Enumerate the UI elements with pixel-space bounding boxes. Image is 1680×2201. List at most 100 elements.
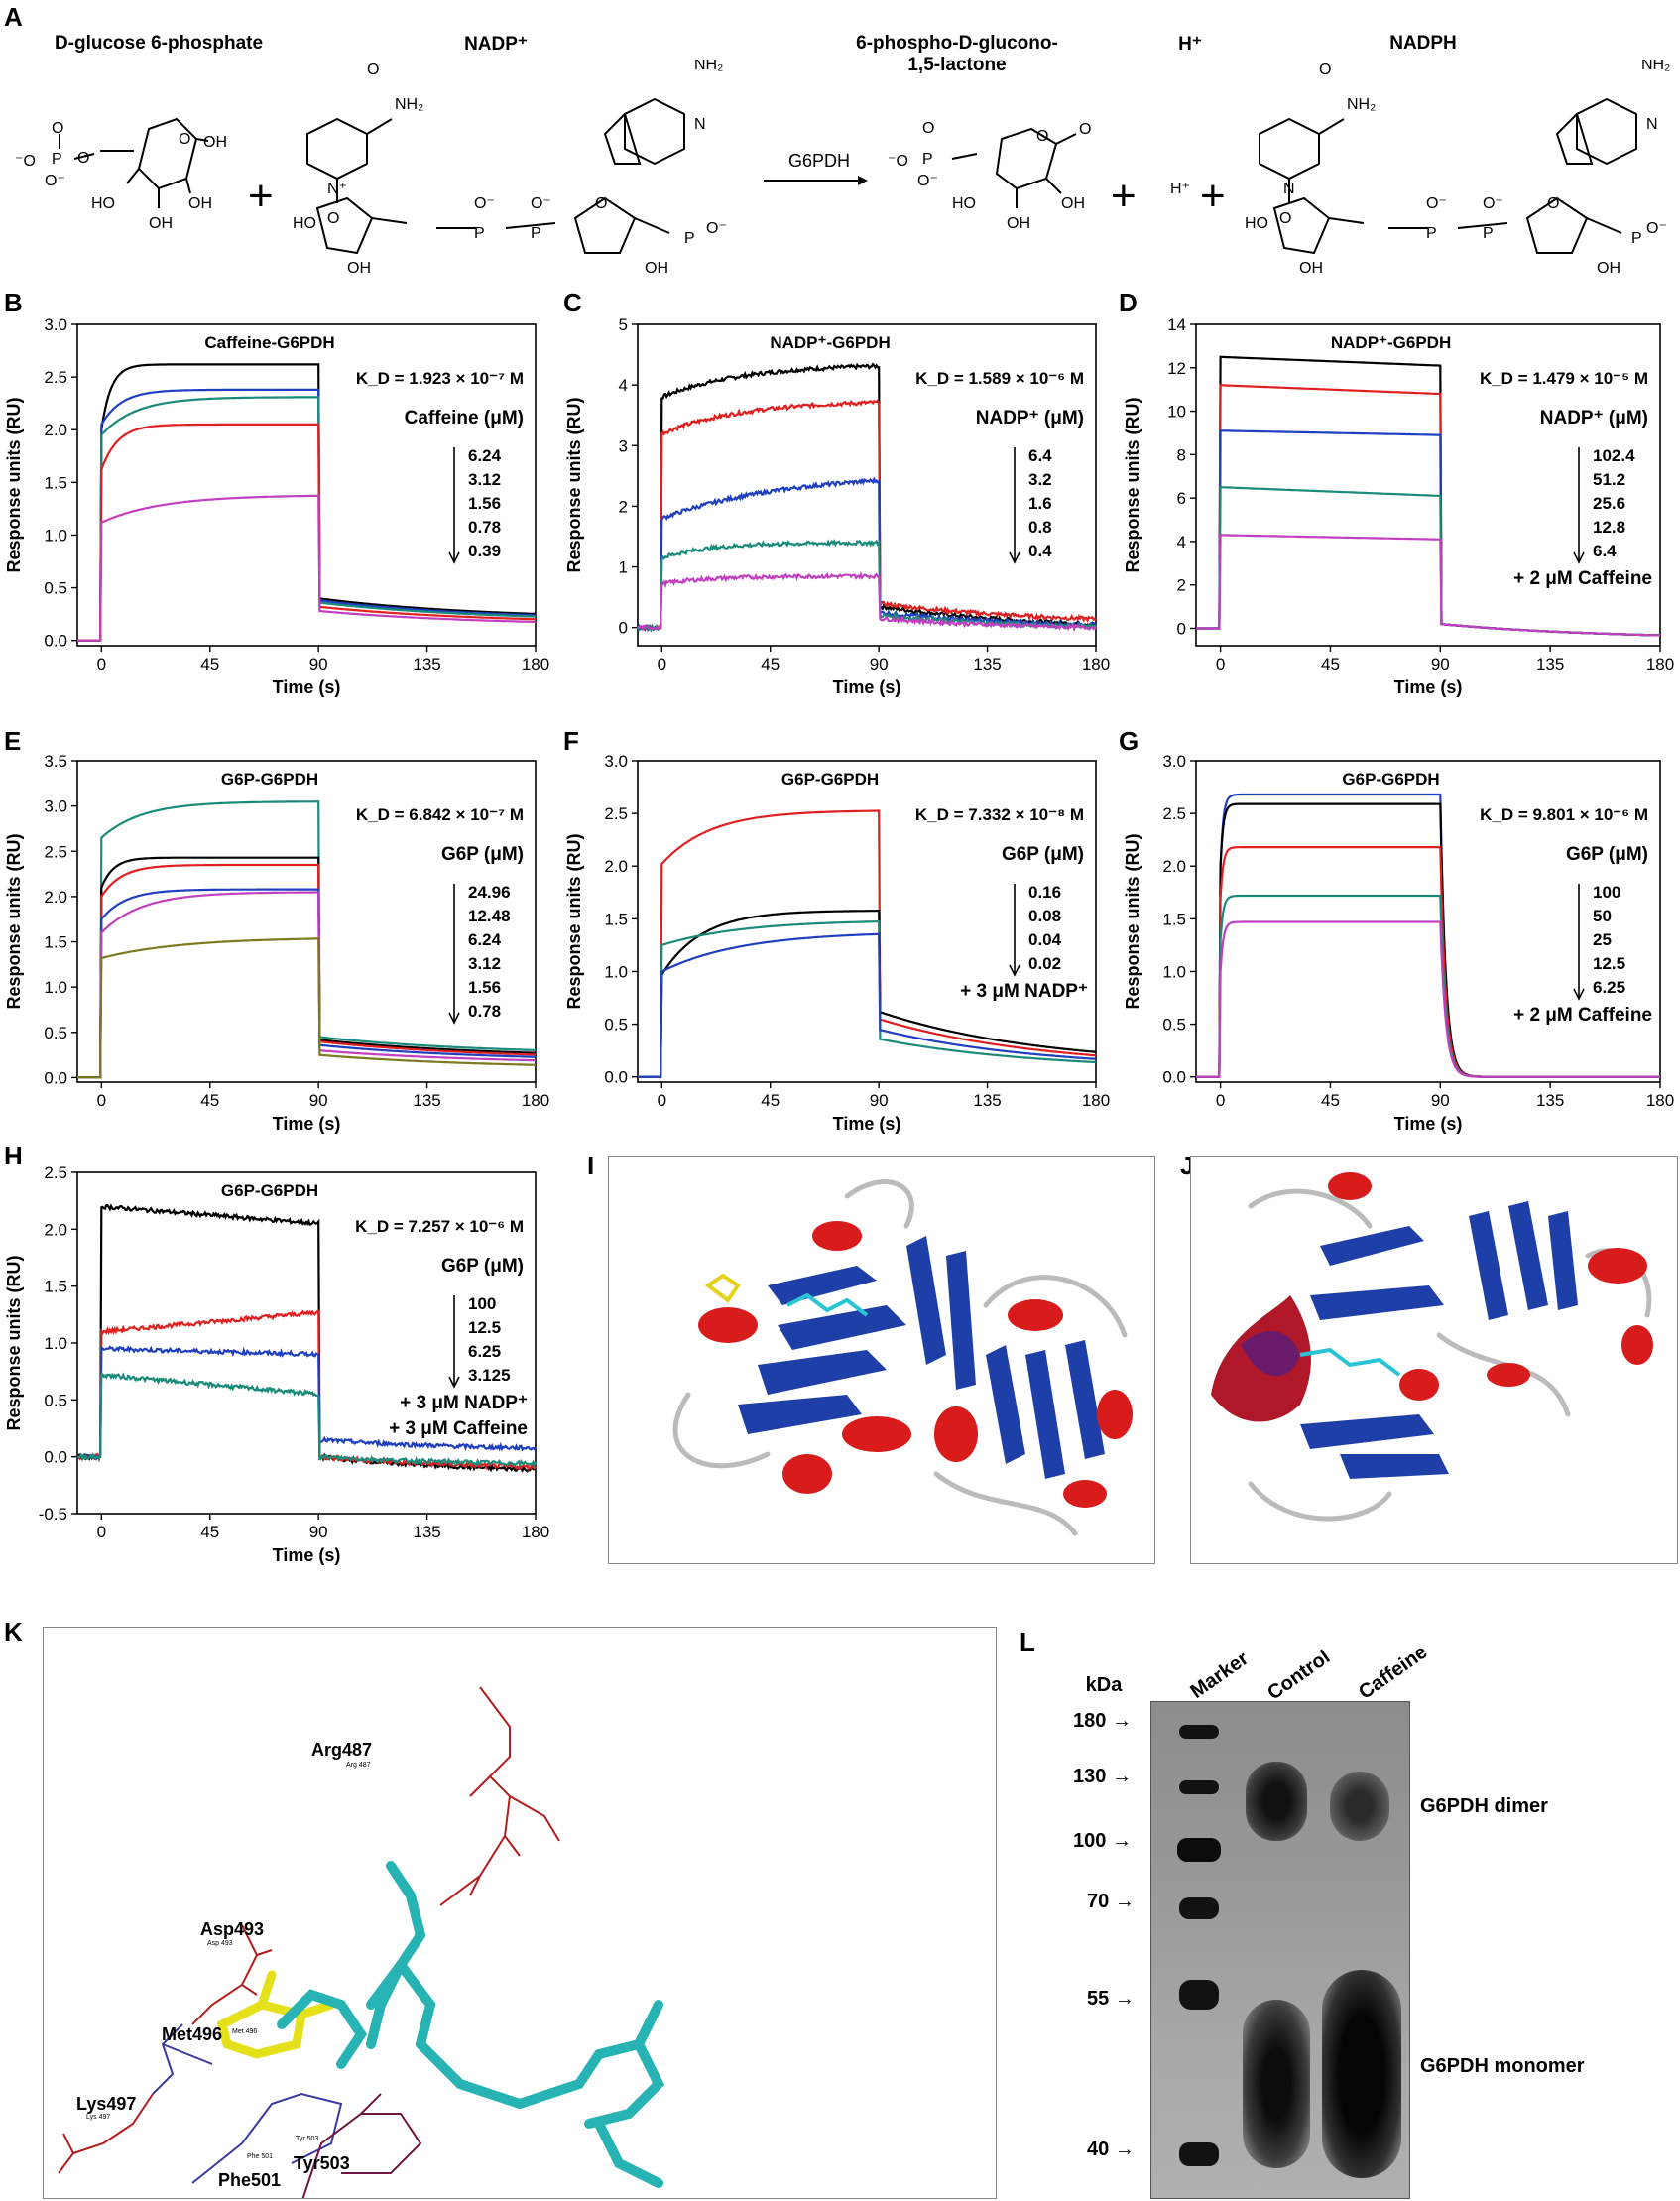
- nadp-o-amide: O: [367, 61, 379, 78]
- panel-letter-d: D: [1119, 288, 1138, 317]
- gel-kda-label: kDa: [1085, 1674, 1123, 1696]
- panel-letter-b: B: [4, 288, 23, 317]
- met496-sticks: [152, 2023, 213, 2095]
- concentration-label: 6.4: [1028, 446, 1052, 465]
- x-tick-label: 135: [413, 1523, 440, 1541]
- concentration-label: 100: [1593, 883, 1620, 902]
- x-tick-label: 0: [97, 655, 106, 673]
- concentration-label: 3.12: [468, 470, 501, 489]
- lactone-o-minus-2: O⁻: [917, 173, 938, 189]
- nadp-nh2-amide: NH₂: [395, 96, 423, 113]
- y-tick-label: 6: [1177, 489, 1186, 508]
- gel-lane-caffeine: Caffeine: [1355, 1641, 1432, 1704]
- nadp-structure: [306, 97, 685, 255]
- nadph-o-minus-2: O⁻: [1483, 195, 1503, 212]
- x-tick-label: 180: [522, 655, 549, 673]
- nadph-p-1: P: [1426, 225, 1437, 242]
- residue-arg487: Arg487: [311, 1740, 373, 1760]
- lactone-structure: [951, 127, 1077, 208]
- control-dimer-band: [1246, 1762, 1307, 1841]
- nadp-p-3: P: [684, 230, 695, 247]
- concentration-label: 24.96: [468, 883, 511, 902]
- y-tick-label: 0: [1177, 619, 1186, 638]
- nadp-adenine-n: N: [694, 116, 706, 133]
- concentration-label: 6.25: [468, 1342, 501, 1361]
- legend-title: G6P (μM): [1566, 844, 1648, 865]
- y-tick-label: 2: [1177, 576, 1186, 595]
- panel-letter-k: K: [4, 1617, 23, 1647]
- concentration-label: 51.2: [1593, 470, 1625, 489]
- panel-letter-g: G: [1119, 726, 1140, 756]
- chart-title: G6P-G6PDH: [781, 770, 879, 789]
- concentration-arrowhead: [448, 1012, 460, 1025]
- sensorgram-series-5: [1196, 920, 1660, 1078]
- y-tick-label: 2.0: [44, 1220, 67, 1239]
- condition-label: + 2 μM Caffeine: [1513, 1005, 1652, 1026]
- panel-letter-i: I: [587, 1151, 595, 1180]
- nadph-n: N: [1283, 181, 1295, 197]
- chart-nadp-g6pdh-caffeine-d: 0 45 90 135 180 0 2 4 6 8 10 12 14 Time (s) Response u…: [1123, 315, 1674, 697]
- sensorgram-series-2: [76, 1309, 537, 1471]
- chart-g6p-g6pdh-e: 0 45 90 135 180 0.0 0.5 1.0 1.5 2.0 2.5 3.0 3.5 Time …: [4, 752, 549, 1134]
- y-tick-label: 2.5: [44, 368, 67, 387]
- concentration-arrowhead: [448, 1376, 460, 1389]
- condition-label: + 3 μM NADP⁺: [960, 981, 1088, 1002]
- g6p-ho: HO: [91, 195, 115, 212]
- x-tick-label: 180: [1082, 655, 1110, 673]
- nadph-adenine-nh2: NH₂: [1641, 60, 1670, 73]
- nadp-oh-1: OH: [347, 260, 371, 277]
- concentration-label: 0.16: [1028, 883, 1061, 902]
- y-tick-label: 3.5: [44, 752, 67, 771]
- plus-sign-2: +: [1111, 172, 1137, 220]
- y-tick-label: 2.0: [44, 421, 67, 439]
- y-tick-label: 12: [1167, 359, 1186, 378]
- y-tick-label: 2: [619, 497, 628, 516]
- x-tick-label: 135: [413, 655, 440, 673]
- marker-band-55: [1179, 1980, 1219, 2010]
- y-tick-label: 1.5: [604, 910, 628, 928]
- residue-lys497-small: Lys 497: [86, 2114, 111, 2121]
- y-tick-label: 4: [1177, 533, 1186, 551]
- marker-band-130: [1179, 1780, 1219, 1794]
- marker-label-40: 40 →: [1087, 2139, 1135, 2160]
- chart-title: G6P-G6PDH: [221, 1181, 318, 1200]
- gel-image: [1150, 1701, 1410, 2199]
- concentration-label: 3.125: [468, 1366, 511, 1385]
- x-axis-label: Time (s): [273, 677, 341, 697]
- concentration-label: 0.4: [1028, 542, 1052, 560]
- lactone-ring-o: O: [1036, 128, 1048, 145]
- concentration-label: 6.24: [468, 446, 502, 465]
- phe501-sticks: [191, 2092, 343, 2184]
- reactant-nadp-name: NADP⁺: [464, 34, 528, 55]
- kd-value: K_D = 1.923 × 10⁻⁷ M: [356, 369, 524, 388]
- concentration-label: 6.24: [468, 930, 502, 949]
- protein-surface-image-j: [1190, 1156, 1678, 1564]
- y-axis-label: Response units (RU): [4, 1255, 24, 1430]
- sensorgram-series-6: [77, 937, 537, 1079]
- product-hplus-name: H⁺: [1178, 34, 1202, 55]
- marker-band-70: [1179, 1897, 1219, 1919]
- concentration-label: 100: [468, 1294, 496, 1313]
- chart-title: Caffeine-G6PDH: [204, 333, 334, 352]
- sensorgram-series-5: [77, 494, 537, 642]
- concentration-label: 12.5: [1593, 954, 1625, 973]
- nadp-o-minus-2: O⁻: [531, 195, 551, 212]
- sensorgram-series-2: [77, 856, 536, 1079]
- y-axis-label: Response units (RU): [1123, 833, 1142, 1009]
- x-tick-label: 90: [870, 655, 889, 673]
- y-tick-label: 2.5: [44, 842, 67, 861]
- marker-label-180: 180 →: [1073, 1710, 1132, 1732]
- sensorgram-series-1: [637, 362, 1097, 632]
- nadph-o-minus-1: O⁻: [1426, 195, 1447, 212]
- sensorgram-series-3: [1196, 845, 1660, 1078]
- residue-lys497: Lys497: [76, 2094, 137, 2114]
- concentration-arrowhead: [448, 551, 460, 564]
- docking-render-k: [58, 1686, 665, 2198]
- x-tick-label: 0: [1216, 655, 1225, 673]
- concentration-label: 25: [1593, 930, 1612, 949]
- ribbon-render-i: [672, 1179, 1133, 1536]
- y-tick-label: 1.0: [604, 962, 628, 981]
- y-tick-label: 0.5: [1162, 1016, 1186, 1035]
- y-tick-label: 1.5: [44, 1278, 67, 1296]
- y-tick-label: 0.5: [44, 1391, 67, 1409]
